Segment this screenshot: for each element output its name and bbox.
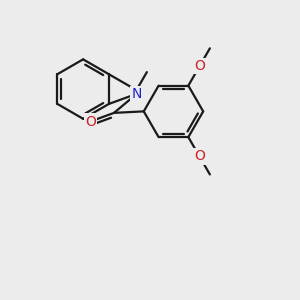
Text: O: O: [194, 59, 205, 73]
Text: O: O: [85, 115, 96, 128]
Text: O: O: [194, 149, 205, 164]
Text: N: N: [132, 87, 142, 101]
